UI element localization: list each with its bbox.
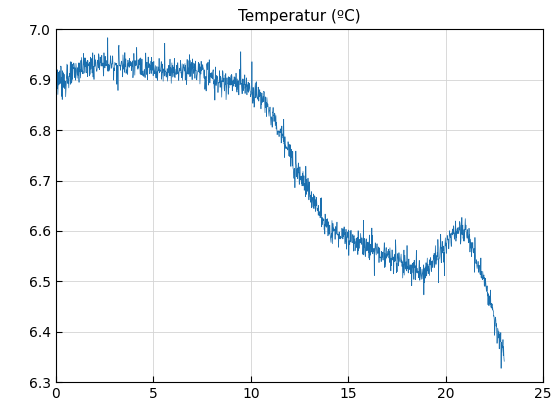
Title: Temperatur (ºC): Temperatur (ºC): [239, 9, 361, 24]
